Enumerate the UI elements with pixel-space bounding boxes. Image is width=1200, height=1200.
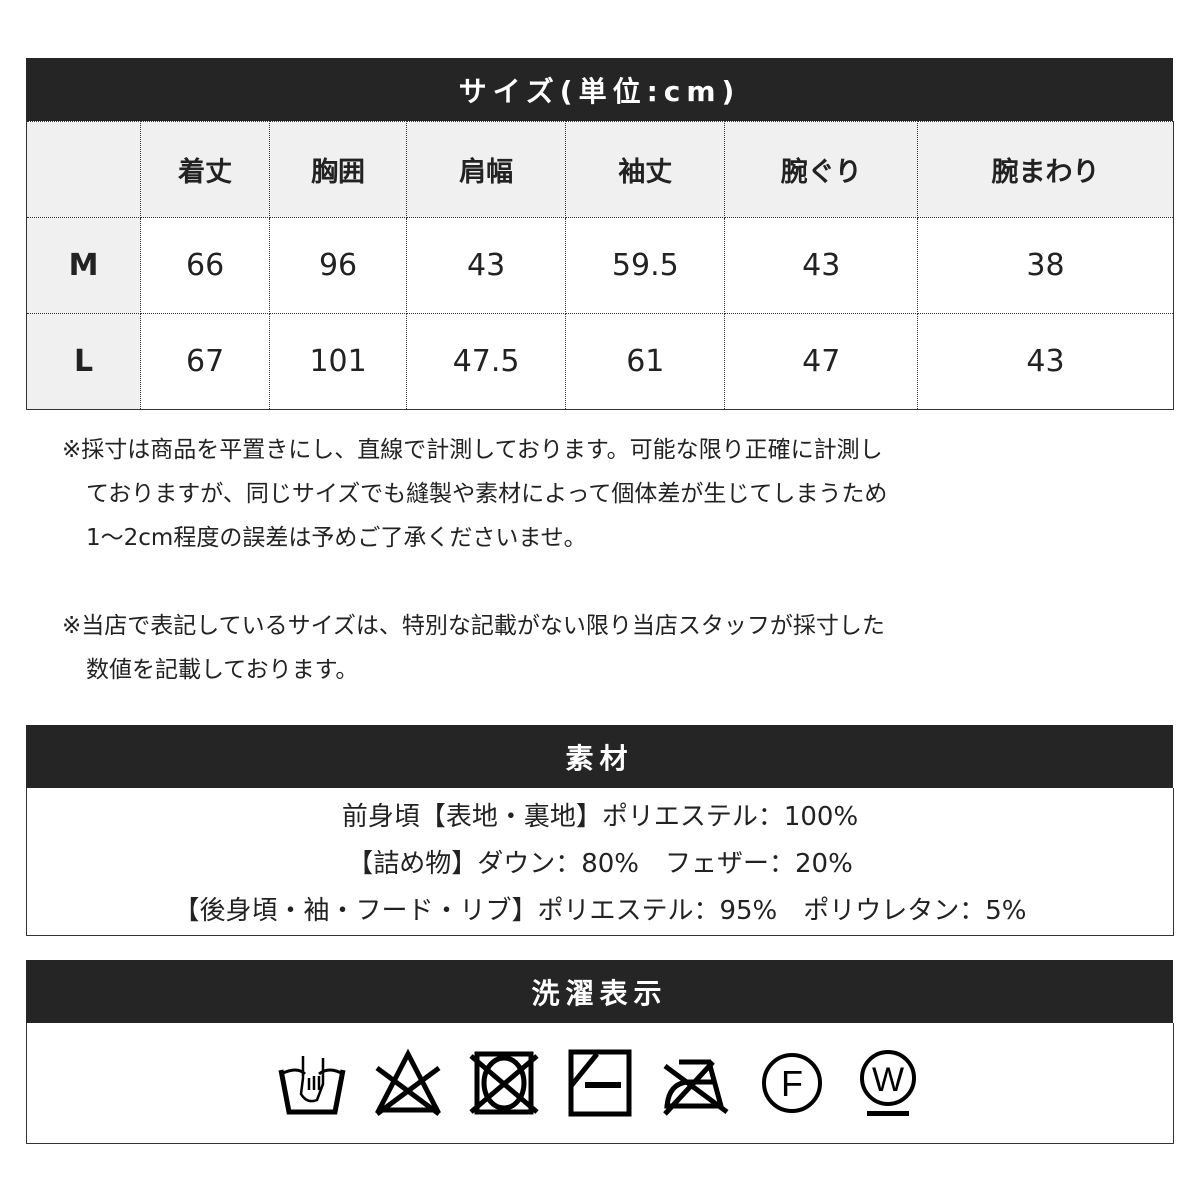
header-cell: 袖丈 — [565, 121, 726, 218]
care-symbols: F W — [26, 1023, 1174, 1144]
cell: 67 — [139, 313, 271, 410]
header-cell: 腕まわり — [916, 121, 1175, 218]
cell: 43 — [916, 313, 1175, 410]
note-line: 1〜2cm程度の誤差は予めご了承くださいませ。 — [86, 525, 587, 551]
material-line: 【詰め物】ダウン：80% フェザー：20% — [347, 849, 853, 879]
size-title: サイズ(単位:cm) — [26, 58, 1173, 121]
cell: 47 — [724, 313, 918, 410]
cell: 43 — [724, 217, 918, 314]
w-letter: W — [872, 1061, 904, 1099]
material-title: 素材 — [26, 725, 1173, 788]
no-tumble-dry-icon — [469, 1051, 539, 1115]
header-cell: 腕ぐり — [724, 121, 918, 218]
header-cell: 胸囲 — [269, 121, 407, 218]
row-label: L — [26, 313, 141, 410]
cell: 59.5 — [565, 217, 726, 314]
note-line: ておりますが、同じサイズでも縫製や素材によって個体差が生じてしまうため — [86, 481, 888, 507]
header-cell: 着丈 — [139, 121, 271, 218]
note-line: ※当店で表記しているサイズは、特別な記載がない限り当店スタッフが採寸した — [62, 613, 885, 639]
cell: 66 — [139, 217, 271, 314]
wet-clean-w-icon: W — [860, 1050, 916, 1116]
header-cell: 肩幅 — [405, 121, 567, 218]
size-table: 着丈 胸囲 肩幅 袖丈 腕ぐり 腕まわり M 66 96 43 59.5 43 … — [26, 121, 1175, 410]
material-line: 【後身頃・袖・フード・リブ】ポリエステル：95% ポリウレタン：5% — [173, 896, 1027, 926]
line-dry-shade-icon — [568, 1049, 632, 1117]
table-row: M 66 96 43 59.5 43 38 — [26, 217, 1175, 314]
cell: 101 — [269, 313, 407, 410]
note-line: ※採寸は商品を平置きにし、直線で計測しております。可能な限り正確に計測し — [62, 437, 883, 463]
cell: 43 — [405, 217, 567, 314]
care-title: 洗濯表示 — [26, 960, 1173, 1023]
size-note: ※当店で表記しているサイズは、特別な記載がない限り当店スタッフが採寸した 数値を… — [62, 604, 885, 692]
no-bleach-icon — [374, 1048, 442, 1117]
header-cell — [26, 121, 141, 218]
no-iron-icon — [663, 1059, 729, 1116]
cell: 47.5 — [405, 313, 567, 410]
table-row: L 67 101 47.5 61 47 43 — [26, 313, 1175, 410]
material-line: 前身頃【表地・裏地】ポリエステル：100% — [341, 802, 859, 832]
row-label: M — [26, 217, 141, 314]
f-letter: F — [781, 1063, 803, 1104]
note-line: 数値を記載しております。 — [86, 657, 359, 683]
table-header-row: 着丈 胸囲 肩幅 袖丈 腕ぐり 腕まわり — [26, 121, 1175, 218]
dry-clean-f-icon: F — [762, 1053, 822, 1113]
cell: 38 — [916, 217, 1175, 314]
cell: 61 — [565, 313, 726, 410]
cell: 96 — [269, 217, 407, 314]
hand-wash-icon — [278, 1056, 346, 1115]
material-box: 前身頃【表地・裏地】ポリエステル：100% 【詰め物】ダウン：80% フェザー：… — [26, 788, 1174, 936]
measurement-note: ※採寸は商品を平置きにし、直線で計測しております。可能な限り正確に計測し ており… — [62, 428, 887, 560]
